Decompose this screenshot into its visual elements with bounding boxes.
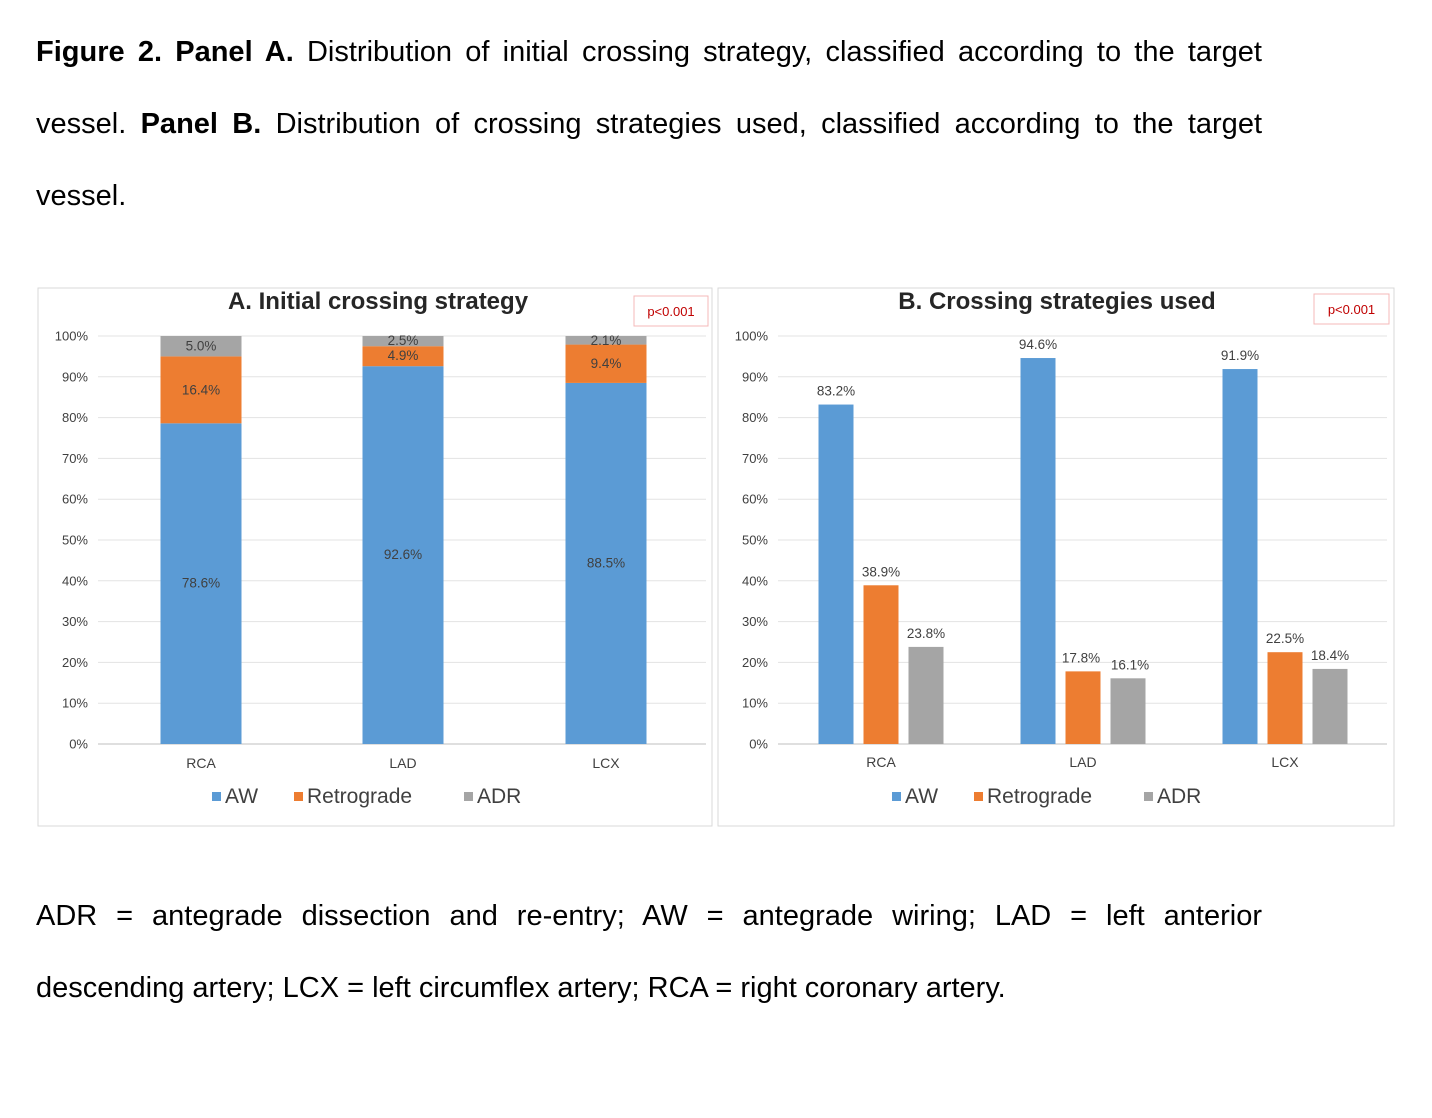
panel-b-bar-lcx-retrograde <box>1267 652 1303 744</box>
panel-b-p-value-box <box>1313 293 1390 325</box>
panel-a-ytick-label: 70% <box>62 451 88 466</box>
panel-b-ytick-label: 80% <box>742 410 768 425</box>
caption-panel-b-text: Distribution of crossing strategies used… <box>36 108 1262 212</box>
panel-a-ytick-label: 60% <box>62 492 88 507</box>
panel-a-category-label: LAD <box>389 755 416 771</box>
caption-panel-a-label: Panel A. <box>175 36 294 68</box>
panel-a-bar-lcx-adr <box>565 336 647 345</box>
panel-a-data-label: 16.4% <box>182 382 220 397</box>
panel-a-ytick-label: 0% <box>69 737 88 752</box>
panel-a-category-label: LCX <box>592 755 620 771</box>
panel-b-ytick-label: 0% <box>749 737 768 752</box>
panel-a-bar-rca-aw <box>160 423 242 744</box>
panel-b-legend-swatch-adr <box>1144 792 1153 801</box>
panel-b-bar-rca-retrograde <box>863 585 899 744</box>
panel-b-ytick-label: 20% <box>742 655 768 670</box>
panel-a-bar-lad-adr <box>362 336 444 347</box>
panel-a-legend-swatch-retrograde <box>294 792 303 801</box>
panel-b-bar-lcx-adr <box>1312 668 1348 744</box>
panel-a-ytick-label: 100% <box>55 329 89 344</box>
panel-b-legend-swatch-aw <box>892 792 901 801</box>
panel-a-category-label: RCA <box>186 755 216 771</box>
panel-a-ytick-label: 20% <box>62 655 88 670</box>
panel-a-title: A. Initial crossing strategy <box>228 288 529 315</box>
panel-b-ytick-label: 30% <box>742 614 768 629</box>
panel-a-data-label: 9.4% <box>591 356 622 371</box>
panel-b-bar-lcx-aw <box>1222 369 1258 744</box>
panel-a-data-label: 4.9% <box>388 348 419 363</box>
panel-b-bar-rca-aw <box>818 404 854 744</box>
panel-a-ytick-label: 90% <box>62 369 88 384</box>
panel-a-legend-swatch-aw <box>212 792 221 801</box>
panel-a-bar-lcx-retrograde <box>565 344 647 383</box>
panel-a-ytick-label: 80% <box>62 410 88 425</box>
panel-a-bar-lad-aw <box>362 366 444 744</box>
panel-a-legend-label-adr: ADR <box>477 785 521 808</box>
panel-b-ytick-label: 50% <box>742 533 768 548</box>
panel-b-data-label: 18.4% <box>1311 648 1349 663</box>
panel-b-ytick-label: 40% <box>742 573 768 588</box>
panel-b-legend-label-adr: ADR <box>1157 785 1201 808</box>
panel-b-ytick-label: 100% <box>735 329 769 344</box>
panel-a-ytick-label: 50% <box>62 533 88 548</box>
panel-b-ytick-label: 70% <box>742 451 768 466</box>
panel-b-data-label: 17.8% <box>1062 650 1100 665</box>
caption-figure-label: Figure 2. <box>36 36 163 68</box>
panel-b-bar-lad-aw <box>1020 358 1056 744</box>
caption-panel-a-text: Distribution of initial crossing strateg… <box>36 36 1262 140</box>
panel-a-legend-label-retrograde: Retrograde <box>307 785 412 808</box>
panel-a-data-label: 5.0% <box>186 339 217 354</box>
panel-a-bar-lcx-aw <box>565 382 647 744</box>
panel-b-p-value: p<0.001 <box>1328 302 1375 317</box>
panel-b-legend-label-retrograde: Retrograde <box>987 785 1092 808</box>
panel-b-category-label: RCA <box>866 754 896 770</box>
figure-caption: Figure 2. Panel A. Distribution of initi… <box>36 16 1262 232</box>
panel-b-data-label: 83.2% <box>817 384 855 399</box>
caption-panel-b-label: Panel B. <box>140 108 262 140</box>
panel-b-title: B. Crossing strategies used <box>898 288 1215 315</box>
panel-b-ytick-label: 10% <box>742 696 768 711</box>
panel-a-data-label: 2.5% <box>388 333 419 348</box>
panel-a-bar-rca-retrograde <box>160 356 242 424</box>
panel-b-category-label: LAD <box>1069 754 1096 770</box>
abbreviations-footnote: ADR = antegrade dissection and re-entry;… <box>36 900 1262 1004</box>
panel-a-legend-label-aw: AW <box>225 785 258 808</box>
panel-b-data-label: 23.8% <box>907 626 945 641</box>
panel-a-p-value: p<0.001 <box>647 304 694 319</box>
panel-a-ytick-label: 30% <box>62 614 88 629</box>
panel-a-bar-rca-adr <box>160 336 242 357</box>
panel-a-data-label: 78.6% <box>182 576 220 591</box>
panel-a-data-label: 88.5% <box>587 555 625 570</box>
panel-b-data-label: 22.5% <box>1266 631 1304 646</box>
panel-b-category-label: LCX <box>1271 754 1299 770</box>
panel-a-data-label: 2.1% <box>591 333 622 348</box>
panel-b-data-label: 16.1% <box>1111 657 1149 672</box>
panel-b-data-label: 91.9% <box>1221 348 1259 363</box>
panel-a-bar-lad-retrograde <box>362 346 444 367</box>
panel-a-data-label: 92.6% <box>384 547 422 562</box>
panel-b-legend-label-aw: AW <box>905 785 938 808</box>
panel-b-legend-swatch-retrograde <box>974 792 983 801</box>
panel-b-ytick-label: 90% <box>742 369 768 384</box>
panel-a-ytick-label: 40% <box>62 573 88 588</box>
panel-a-legend-swatch-adr <box>464 792 473 801</box>
panel-a-ytick-label: 10% <box>62 696 88 711</box>
panel-b-data-label: 38.9% <box>862 564 900 579</box>
figure-charts: 0% 10% 20% 30% 40% 50% 60% 70% 80% 90% 100% A. Init… <box>37 287 1395 827</box>
panel-b-data-label: 94.6% <box>1019 337 1057 352</box>
panel-b-bar-lad-adr <box>1110 678 1146 744</box>
panel-b-ytick-label: 60% <box>742 492 768 507</box>
panel-b-bar-lad-retrograde <box>1065 671 1101 744</box>
panel-a-p-value-box <box>633 295 709 327</box>
panel-b-bar-rca-adr <box>908 646 944 744</box>
